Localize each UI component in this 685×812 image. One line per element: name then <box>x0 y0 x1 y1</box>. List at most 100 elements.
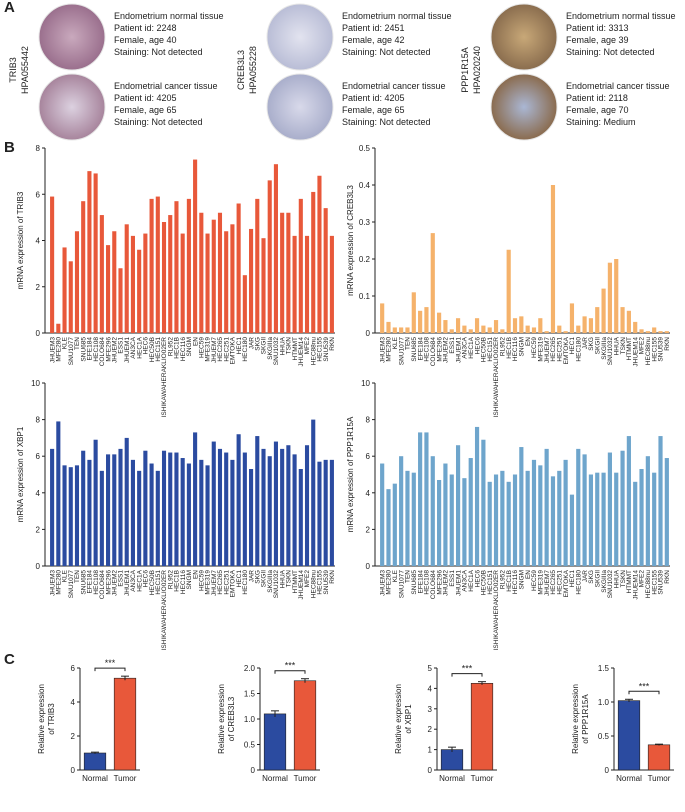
bar <box>380 463 385 566</box>
bar <box>273 164 278 333</box>
bar <box>595 472 600 566</box>
bar <box>392 327 397 333</box>
x-tick-label: MFE296 <box>436 337 443 362</box>
bar <box>124 437 129 566</box>
sample-info: Endometrial cancer tissue <box>114 81 218 91</box>
bar <box>261 238 266 333</box>
bar <box>62 465 67 566</box>
x-tick-label: HEC50B <box>149 337 156 362</box>
bar <box>87 171 92 333</box>
bar <box>292 235 297 333</box>
x-tick-label: HEC116 <box>180 570 187 594</box>
bar <box>563 331 568 333</box>
x-tick-label: HEC116 <box>512 337 519 361</box>
bar <box>493 320 499 333</box>
bar <box>261 448 266 566</box>
x-tick-label: JHUEM1 <box>455 570 462 596</box>
bar <box>380 303 385 333</box>
bar <box>99 470 104 566</box>
x-tick-label: ESS1 <box>118 337 125 354</box>
bar <box>74 465 80 566</box>
bar <box>286 445 291 566</box>
x-tick-label: RL952 <box>500 570 507 590</box>
bar <box>224 231 229 333</box>
sample-info: Female, age 65 <box>114 105 177 115</box>
x-tick-label: EFE184 <box>87 337 94 361</box>
x-tick-label: SKGIIIa <box>601 570 608 593</box>
bar <box>106 454 111 566</box>
gene-label: TRIB3 <box>8 57 18 83</box>
x-tick-label: JHUEM3 <box>379 337 386 363</box>
sample-info: Staining: Medium <box>566 117 636 127</box>
x-tick-label: COLO684 <box>99 337 106 367</box>
x-tick-label: HEC6 <box>143 337 150 355</box>
x-tick-label: MFE280 <box>386 337 393 362</box>
bar <box>155 470 160 566</box>
x-tick-label: HTMMT <box>626 570 633 593</box>
y-axis-label: of PPP1R15A <box>581 694 590 744</box>
bar <box>664 458 669 566</box>
significance-bracket <box>628 690 660 695</box>
x-tick-label: JHUEM7 <box>211 570 218 596</box>
bar <box>595 307 600 333</box>
bar <box>512 474 518 566</box>
y-tick-label: 6 <box>36 452 41 461</box>
y-tick-label: 0 <box>366 562 371 571</box>
bar <box>161 450 167 566</box>
x-tick-label: HEC251 <box>223 570 230 595</box>
bar <box>462 325 467 333</box>
y-tick-label: 2 <box>366 525 371 534</box>
x-tick-label: JHUEM7 <box>544 570 551 596</box>
x-tick-label: HEC1A <box>136 336 143 358</box>
x-tick-label: HEC1A <box>136 569 143 591</box>
bar <box>563 459 568 566</box>
x-tick-label: JHUEM14 <box>632 337 639 367</box>
bar <box>224 452 229 566</box>
x-tick-label: EN <box>192 570 199 579</box>
bar <box>292 454 297 566</box>
bar <box>255 436 260 566</box>
x-tick-label: TSKN <box>620 337 627 355</box>
x-tick-label: SNU685 <box>80 337 87 362</box>
x-tick-label: ESS1 <box>449 337 456 354</box>
bar <box>405 327 410 333</box>
bar <box>230 224 235 333</box>
significance-label: *** <box>285 661 296 671</box>
x-tick-label: HEC108 <box>93 337 100 362</box>
bar <box>386 321 391 333</box>
bar <box>437 479 442 566</box>
y-tick-label: 0 <box>366 329 371 338</box>
x-tick-label: EFE184 <box>417 570 424 594</box>
x-tick-label: KLE <box>62 336 69 349</box>
x-tick-label: HEC1A <box>468 569 475 591</box>
y-axis-label: Relative expression <box>571 684 580 754</box>
x-tick-label: JHUEM1 <box>124 337 131 363</box>
bar <box>267 180 272 333</box>
bar <box>601 288 606 333</box>
x-tick-label: AN3CA <box>462 569 469 591</box>
x-tick-label: SKG <box>254 337 261 351</box>
x-tick-label: Normal <box>262 774 288 783</box>
bar <box>267 456 272 566</box>
bar <box>143 450 148 566</box>
bar <box>468 458 473 566</box>
bar <box>443 463 448 566</box>
x-tick-label: Normal <box>82 774 108 783</box>
bar <box>99 215 104 333</box>
tissue-image <box>490 3 558 71</box>
bar <box>474 318 480 333</box>
bar <box>424 307 429 333</box>
x-tick-label: HHUA <box>279 569 286 588</box>
sample-info: Endometrial cancer tissue <box>566 81 670 91</box>
x-tick-label: SNU685 <box>411 570 418 595</box>
x-tick-label: HHUA <box>279 336 286 355</box>
x-tick-label: COLO684 <box>430 570 437 600</box>
bar <box>186 198 191 333</box>
bar <box>106 245 111 333</box>
x-tick-label: SNU1032 <box>607 570 614 599</box>
bar <box>449 329 454 333</box>
y-tick-label: 0.1 <box>359 292 371 301</box>
x-tick-label: HTMMT <box>292 337 299 360</box>
bar <box>588 318 594 333</box>
bar <box>647 744 671 771</box>
